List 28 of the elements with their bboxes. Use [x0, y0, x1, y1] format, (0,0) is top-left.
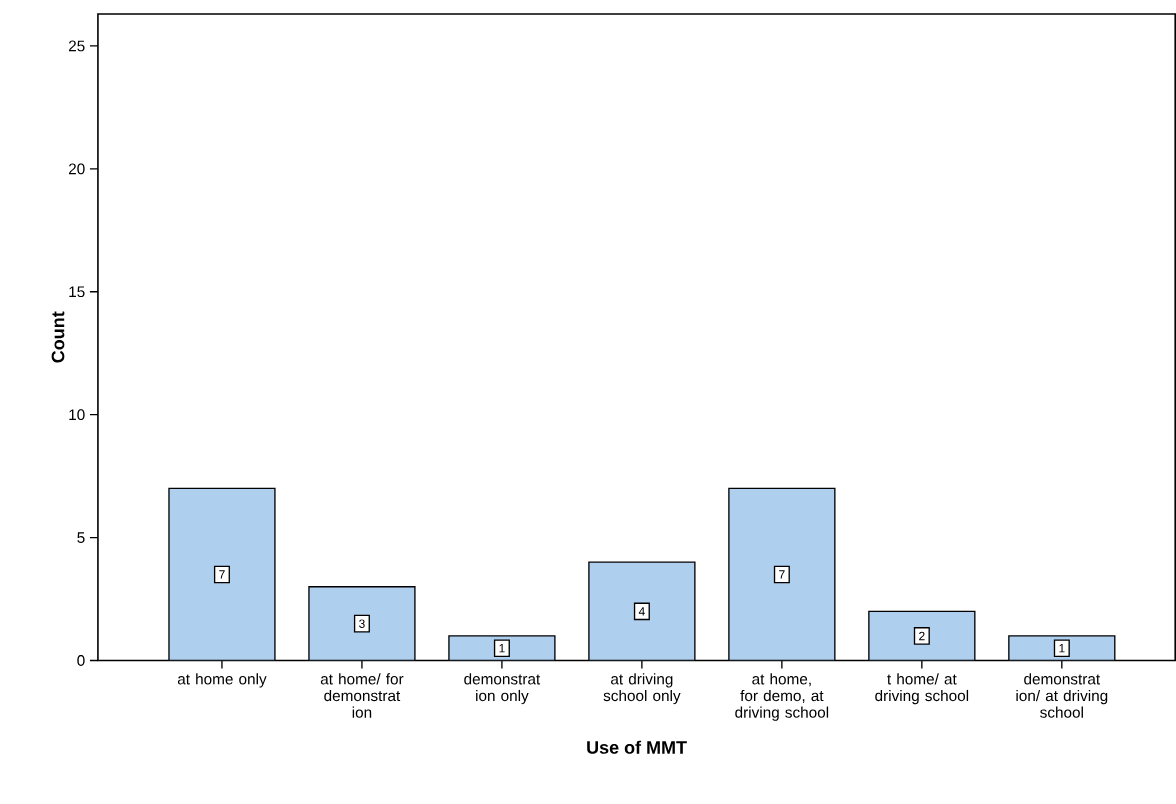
data-label: 7 [779, 570, 785, 579]
bar [1008, 635, 1116, 661]
bar [588, 561, 695, 661]
data-label: 7 [219, 570, 225, 579]
y-axis-title: Count [51, 311, 65, 363]
bar [168, 488, 275, 661]
y-tick-label: 10 [69, 409, 85, 420]
x-tick-label: at home, for demo, at driving school [735, 673, 829, 721]
bar [308, 586, 415, 661]
bar [868, 611, 975, 661]
y-tick-label: 25 [68, 40, 85, 52]
data-label: 1 [499, 643, 505, 653]
x-tick-label: at home only [177, 673, 267, 688]
bar [728, 488, 835, 661]
data-label: 4 [638, 607, 645, 616]
x-axis-title: Use of MMT [587, 740, 687, 754]
x-tick-label: at home/ for demonstrat ion [320, 673, 404, 718]
y-tick-label: 5 [77, 532, 85, 543]
y-tick-label: 20 [68, 163, 85, 175]
y-tick-label: 0 [77, 654, 85, 666]
x-tick-label: demonstrat ion only [464, 673, 541, 704]
x-tick-label: t home/ at driving school [875, 673, 969, 704]
x-tick-label: demonstrat ion/ at driving school [1016, 673, 1108, 718]
y-tick-label: 15 [69, 286, 85, 297]
data-label: 2 [919, 631, 925, 640]
x-tick-label: at driving school only [603, 673, 681, 704]
data-label: 3 [359, 619, 365, 628]
data-label: 1 [1059, 643, 1065, 653]
